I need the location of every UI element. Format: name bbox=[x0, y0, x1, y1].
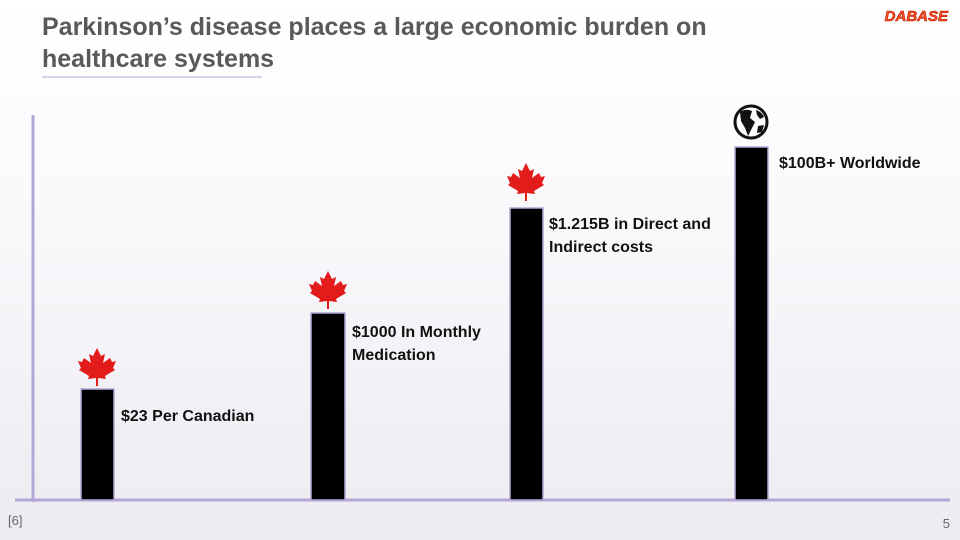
title-line: healthcare systems bbox=[42, 45, 274, 73]
globe-icon bbox=[733, 104, 769, 140]
bar-label: $23 Per Canadian bbox=[121, 408, 254, 425]
page-number: 5 bbox=[943, 516, 950, 531]
bar bbox=[509, 207, 544, 501]
logo: DABASE bbox=[885, 8, 949, 25]
bar-label: Indirect costs bbox=[549, 239, 653, 256]
title-line: Parkinson’s disease places a large econo… bbox=[42, 13, 707, 41]
bar bbox=[80, 388, 115, 501]
bar-label: Medication bbox=[352, 347, 436, 364]
bar bbox=[310, 312, 346, 501]
bar bbox=[734, 146, 769, 501]
bar-label: $1.215B in Direct and bbox=[549, 216, 711, 233]
citation: [6] bbox=[8, 513, 22, 528]
bar-label: $100B+ Worldwide bbox=[779, 155, 921, 172]
bar-label: $1000 In Monthly bbox=[352, 324, 481, 341]
